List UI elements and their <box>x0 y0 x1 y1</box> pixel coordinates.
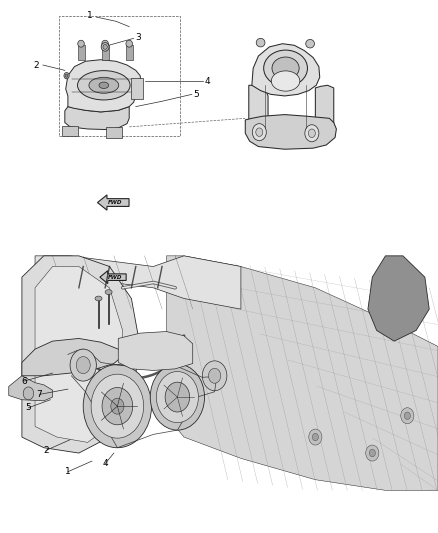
Bar <box>78 45 85 60</box>
Bar <box>126 45 133 60</box>
Polygon shape <box>35 266 123 442</box>
Circle shape <box>111 398 124 414</box>
Ellipse shape <box>143 336 167 357</box>
Circle shape <box>309 429 322 445</box>
Circle shape <box>308 129 315 138</box>
Ellipse shape <box>256 38 265 47</box>
Polygon shape <box>252 44 320 96</box>
Polygon shape <box>118 332 193 370</box>
Polygon shape <box>368 256 429 341</box>
Circle shape <box>150 364 205 430</box>
Text: 1: 1 <box>65 467 71 476</box>
Ellipse shape <box>89 77 119 93</box>
Text: 2: 2 <box>34 61 39 69</box>
Ellipse shape <box>264 50 307 86</box>
Text: 3: 3 <box>135 33 141 42</box>
Polygon shape <box>100 271 126 284</box>
Circle shape <box>83 365 152 448</box>
Polygon shape <box>98 195 129 210</box>
Circle shape <box>23 387 34 400</box>
Ellipse shape <box>64 72 69 79</box>
Polygon shape <box>249 85 268 132</box>
Ellipse shape <box>95 296 102 301</box>
Text: FWD: FWD <box>108 200 123 205</box>
Circle shape <box>305 125 319 142</box>
Bar <box>59 16 180 136</box>
Circle shape <box>252 124 266 141</box>
Polygon shape <box>22 256 140 453</box>
Circle shape <box>312 433 318 441</box>
Polygon shape <box>35 256 241 309</box>
Circle shape <box>401 408 414 424</box>
Ellipse shape <box>102 40 108 47</box>
Ellipse shape <box>101 43 109 51</box>
Polygon shape <box>22 338 123 376</box>
Polygon shape <box>315 85 334 132</box>
Ellipse shape <box>271 71 300 91</box>
Polygon shape <box>9 376 53 401</box>
Text: 4: 4 <box>205 77 211 85</box>
Bar <box>131 78 143 99</box>
Text: 5: 5 <box>25 403 32 412</box>
Circle shape <box>91 374 144 438</box>
Circle shape <box>156 372 198 423</box>
Circle shape <box>102 387 133 425</box>
Text: FWD: FWD <box>108 274 122 280</box>
Polygon shape <box>66 60 141 112</box>
Circle shape <box>76 357 90 374</box>
Polygon shape <box>166 256 438 490</box>
Circle shape <box>165 382 190 412</box>
Ellipse shape <box>78 40 84 47</box>
Text: 7: 7 <box>36 390 42 399</box>
Text: 5: 5 <box>194 90 199 99</box>
Text: 4: 4 <box>102 459 108 468</box>
Circle shape <box>404 412 410 419</box>
Bar <box>102 45 109 60</box>
Ellipse shape <box>103 45 107 50</box>
Circle shape <box>208 368 221 383</box>
Polygon shape <box>245 115 336 149</box>
Circle shape <box>256 128 263 136</box>
Ellipse shape <box>272 57 299 79</box>
Bar <box>62 126 78 136</box>
Bar <box>106 127 122 138</box>
Circle shape <box>202 361 227 391</box>
Ellipse shape <box>78 70 130 100</box>
Polygon shape <box>65 107 129 130</box>
Ellipse shape <box>126 40 132 47</box>
Circle shape <box>369 449 375 457</box>
Text: 6: 6 <box>21 377 27 385</box>
Ellipse shape <box>306 39 314 48</box>
Text: 2: 2 <box>43 446 49 455</box>
Ellipse shape <box>105 290 112 295</box>
Text: 1: 1 <box>87 12 93 20</box>
Ellipse shape <box>99 82 109 88</box>
Circle shape <box>366 445 379 461</box>
Ellipse shape <box>65 74 68 77</box>
Circle shape <box>70 349 96 381</box>
